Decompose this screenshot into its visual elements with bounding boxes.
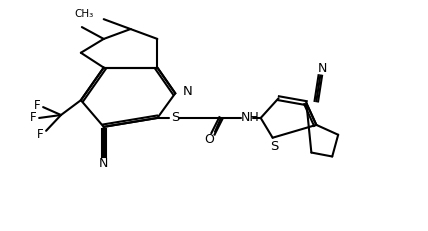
Text: O: O — [204, 133, 214, 146]
Text: NH: NH — [241, 112, 259, 125]
Text: F: F — [30, 112, 36, 125]
Text: N: N — [183, 85, 193, 98]
Text: N: N — [318, 62, 327, 75]
Text: CH₃: CH₃ — [74, 9, 94, 19]
Text: N: N — [99, 157, 108, 170]
Text: S: S — [171, 112, 179, 125]
Text: F: F — [34, 99, 41, 112]
Text: F: F — [37, 128, 44, 141]
Text: S: S — [270, 140, 279, 153]
